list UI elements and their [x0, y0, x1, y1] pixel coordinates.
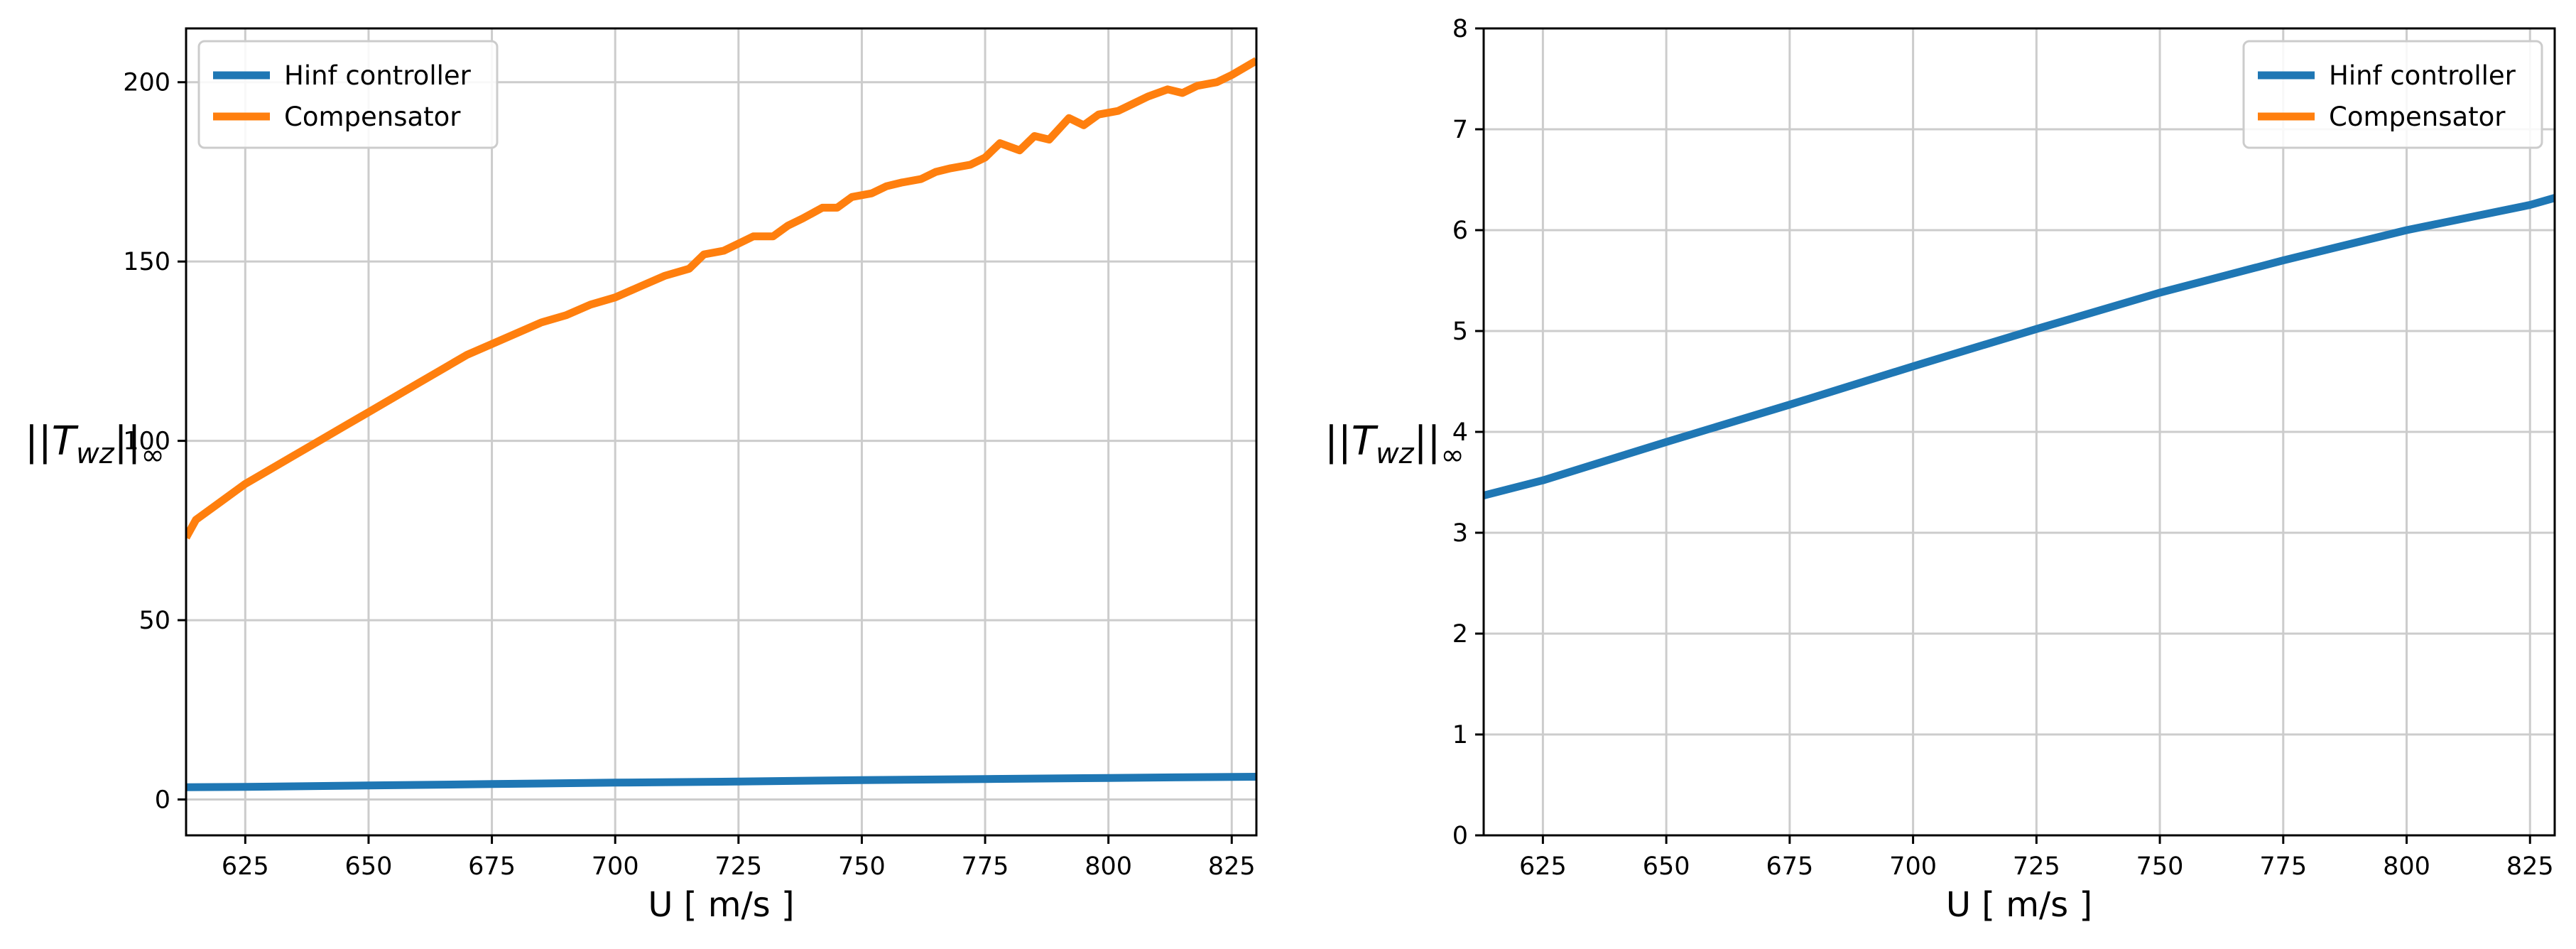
left-xtick-label-750: 750	[838, 852, 886, 881]
right-legend-label-1: Compensator	[2329, 102, 2506, 132]
left-chart-panel: 625 650 675 700 725 750 775 800 825 0 50 100 150 200 U…	[25, 27, 1258, 925]
ylabel-subscript: wz	[1376, 438, 1415, 470]
right-xtick-label-700: 700	[1889, 852, 1937, 881]
right-chart-panel: 625 650 675 700 725 750 775 800 825 0 1 2 3 4 5 6 7 8 U [ …	[1325, 15, 2556, 925]
right-ytick-label-3: 3	[1452, 519, 1468, 548]
ylabel-bars-close: ||	[114, 418, 141, 465]
left-xtick-label-775: 775	[962, 852, 1009, 881]
right-ytick-label-1: 1	[1452, 721, 1468, 749]
left-xtick-label-800: 800	[1085, 852, 1132, 881]
ylabel-infinity: ∞	[141, 439, 164, 472]
right-y-axis-label: ||Twz||∞	[1325, 418, 1464, 472]
right-xtick-label-800: 800	[2383, 852, 2430, 881]
left-xtick-label-725: 725	[714, 852, 762, 881]
left-axes-frame	[185, 27, 1258, 837]
right-xtick-label-750: 750	[2136, 852, 2184, 881]
right-x-axis-label: U [ m/s ]	[1946, 885, 2092, 925]
left-legend-label-0: Hinf controller	[284, 60, 472, 91]
left-legend: Hinf controller Compensator	[197, 40, 499, 149]
left-xtick-label-700: 700	[592, 852, 639, 881]
ylabel-bars-open: ||	[25, 418, 52, 465]
right-ytick-label-7: 7	[1452, 116, 1468, 144]
left-xtick-label-825: 825	[1208, 852, 1256, 881]
right-xtick-label-650: 650	[1643, 852, 1690, 881]
ylabel-T: T	[1352, 418, 1379, 465]
left-ytick-label-100: 100	[123, 428, 170, 456]
left-xtick-label-650: 650	[345, 852, 393, 881]
ylabel-T: T	[52, 418, 79, 465]
left-legend-label-1: Compensator	[284, 102, 461, 132]
ylabel-subscript: wz	[76, 438, 115, 470]
right-ytick-label-6: 6	[1452, 217, 1468, 245]
left-xtick-label-625: 625	[222, 852, 269, 881]
left-xtick-label-675: 675	[468, 852, 516, 881]
right-legend: Hinf controller Compensator	[2242, 40, 2543, 149]
right-xtick-label-675: 675	[1766, 852, 1813, 881]
right-ytick-label-8: 8	[1452, 15, 1468, 43]
right-xtick-label-725: 725	[2013, 852, 2060, 881]
right-xtick-label-625: 625	[1519, 852, 1567, 881]
ylabel-bars-open: ||	[1325, 418, 1352, 465]
right-xtick-label-825: 825	[2506, 852, 2554, 881]
ylabel-infinity: ∞	[1440, 439, 1464, 472]
right-series-hinf-controller	[1484, 194, 2555, 499]
left-legend-box	[197, 40, 499, 149]
left-x-axis-label: U [ m/s ]	[648, 885, 794, 925]
right-ytick-label-4: 4	[1452, 418, 1468, 447]
left-y-axis-label: ||Twz||∞	[25, 418, 165, 472]
ylabel-bars-close: ||	[1414, 418, 1441, 465]
right-ytick-label-5: 5	[1452, 318, 1468, 346]
right-xtick-label-775: 775	[2259, 852, 2307, 881]
right-ytick-label-0: 0	[1452, 822, 1468, 850]
right-legend-box	[2242, 40, 2543, 149]
left-series-compensator	[186, 57, 1256, 540]
left-ytick-label-0: 0	[155, 786, 170, 815]
left-ytick-label-50: 50	[138, 607, 170, 635]
right-legend-label-0: Hinf controller	[2329, 60, 2516, 91]
left-ytick-label-200: 200	[123, 69, 170, 97]
right-ytick-label-2: 2	[1452, 620, 1468, 649]
left-series-hinf-controller	[186, 773, 1256, 791]
left-ytick-label-150: 150	[123, 248, 170, 276]
